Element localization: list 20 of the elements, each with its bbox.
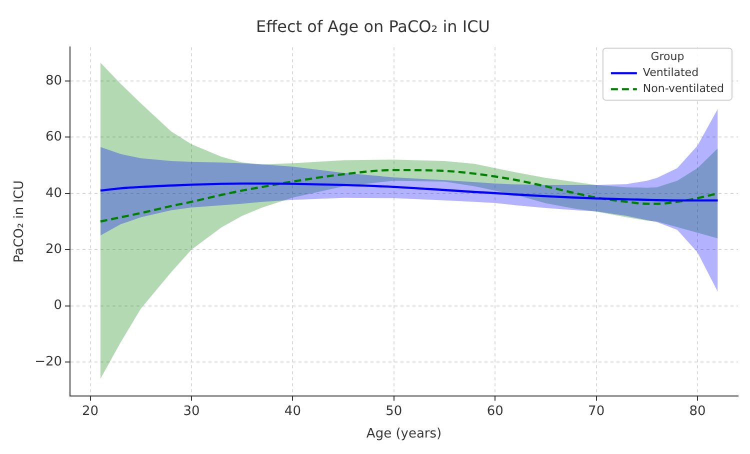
x-tick-label: 70 (588, 404, 605, 419)
y-tick-label: 60 (45, 130, 62, 145)
legend-title: Group (650, 50, 684, 64)
x-axis-title: Age (years) (366, 426, 442, 442)
y-tick-label: 80 (45, 73, 62, 88)
y-tick-label: 40 (45, 186, 62, 201)
y-tick-label: 0 (54, 298, 62, 314)
legend-label: Ventilated (642, 66, 699, 80)
x-tick-label: 20 (82, 404, 99, 419)
y-tick-label: 20 (45, 242, 62, 257)
x-tick-label: 80 (689, 404, 706, 419)
y-axis-title: PaCO₂ in ICU (12, 180, 28, 263)
x-tick-label: 30 (183, 404, 200, 419)
x-tick-label: 60 (486, 404, 504, 419)
x-tick-label: 40 (284, 404, 301, 419)
chart-title: Effect of Age on PaCO₂ in ICU (256, 16, 490, 36)
legend-label: Non-ventilated (642, 82, 724, 96)
line-series (99, 182, 719, 202)
y-tick-label: −20 (34, 354, 62, 370)
x-tick-label: 50 (386, 404, 402, 419)
